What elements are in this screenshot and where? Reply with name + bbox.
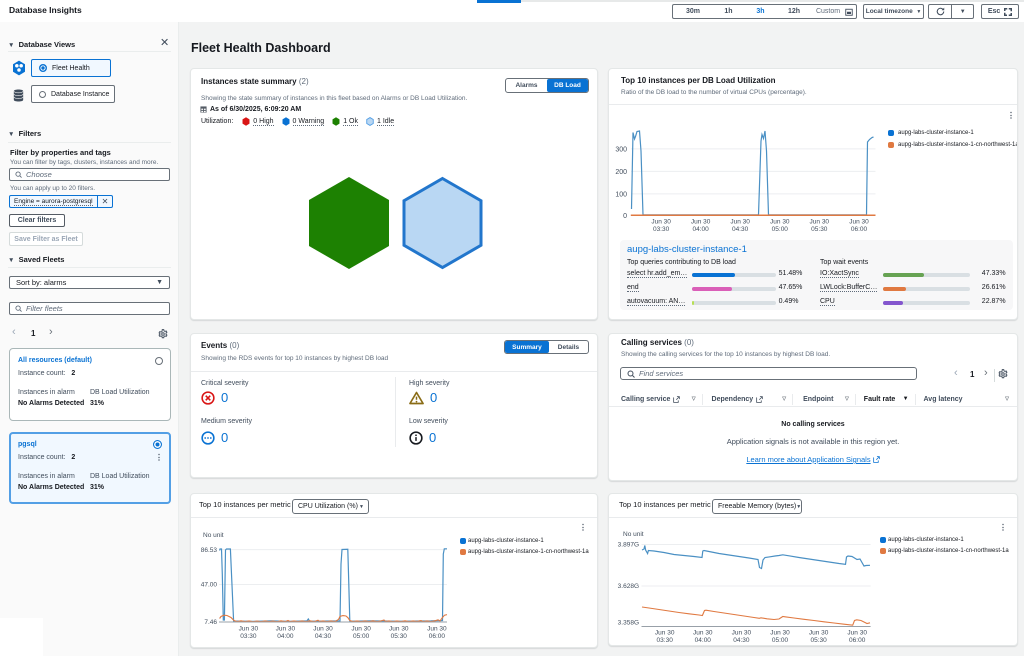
- svg-text:05:00: 05:00: [772, 226, 789, 233]
- svg-text:03:30: 03:30: [653, 226, 670, 233]
- svg-text:Jun 30: Jun 30: [849, 219, 869, 226]
- svg-text:Jun 30: Jun 30: [651, 219, 671, 226]
- svg-text:05:30: 05:30: [810, 637, 827, 644]
- svg-text:Jun 30: Jun 30: [809, 630, 829, 637]
- svg-text:03:30: 03:30: [240, 633, 257, 640]
- svg-text:05:00: 05:00: [772, 637, 789, 644]
- svg-text:No unit: No unit: [203, 532, 224, 539]
- svg-text:200: 200: [615, 169, 627, 176]
- svg-text:Jun 30: Jun 30: [427, 626, 447, 633]
- svg-text:05:30: 05:30: [811, 226, 828, 233]
- svg-text:47.00: 47.00: [201, 582, 218, 589]
- svg-text:Jun 30: Jun 30: [847, 630, 867, 637]
- svg-text:Jun 30: Jun 30: [239, 626, 259, 633]
- svg-text:06:00: 06:00: [851, 226, 868, 233]
- svg-text:Jun 30: Jun 30: [276, 626, 296, 633]
- svg-text:86.53: 86.53: [201, 547, 218, 554]
- svg-text:Jun 30: Jun 30: [655, 630, 675, 637]
- svg-text:3.897G: 3.897G: [618, 542, 639, 549]
- svg-text:05:00: 05:00: [353, 633, 370, 640]
- svg-text:Jun 30: Jun 30: [313, 626, 333, 633]
- svg-text:06:00: 06:00: [429, 633, 446, 640]
- svg-text:300: 300: [615, 146, 627, 153]
- svg-text:No unit: No unit: [623, 531, 644, 538]
- svg-text:04:00: 04:00: [277, 633, 294, 640]
- svg-text:100: 100: [615, 191, 627, 198]
- svg-text:03:30: 03:30: [657, 637, 674, 644]
- svg-text:Jun 30: Jun 30: [810, 219, 830, 226]
- svg-text:Jun 30: Jun 30: [770, 219, 790, 226]
- svg-text:Jun 30: Jun 30: [693, 630, 713, 637]
- svg-text:Jun 30: Jun 30: [732, 630, 752, 637]
- svg-text:04:00: 04:00: [695, 637, 712, 644]
- svg-text:05:30: 05:30: [391, 633, 408, 640]
- svg-text:0: 0: [623, 213, 627, 220]
- svg-text:06:00: 06:00: [849, 637, 866, 644]
- svg-text:7.46: 7.46: [204, 619, 217, 626]
- svg-text:04:30: 04:30: [733, 637, 750, 644]
- svg-text:04:30: 04:30: [732, 226, 749, 233]
- svg-text:Jun 30: Jun 30: [351, 626, 371, 633]
- svg-text:04:30: 04:30: [315, 633, 332, 640]
- svg-text:3.358G: 3.358G: [618, 620, 639, 627]
- svg-text:Jun 30: Jun 30: [770, 630, 790, 637]
- svg-text:04:00: 04:00: [692, 226, 709, 233]
- svg-text:Jun 30: Jun 30: [691, 219, 711, 226]
- svg-text:Jun 30: Jun 30: [730, 219, 750, 226]
- svg-text:Jun 30: Jun 30: [389, 626, 409, 633]
- svg-text:3.628G: 3.628G: [618, 583, 639, 590]
